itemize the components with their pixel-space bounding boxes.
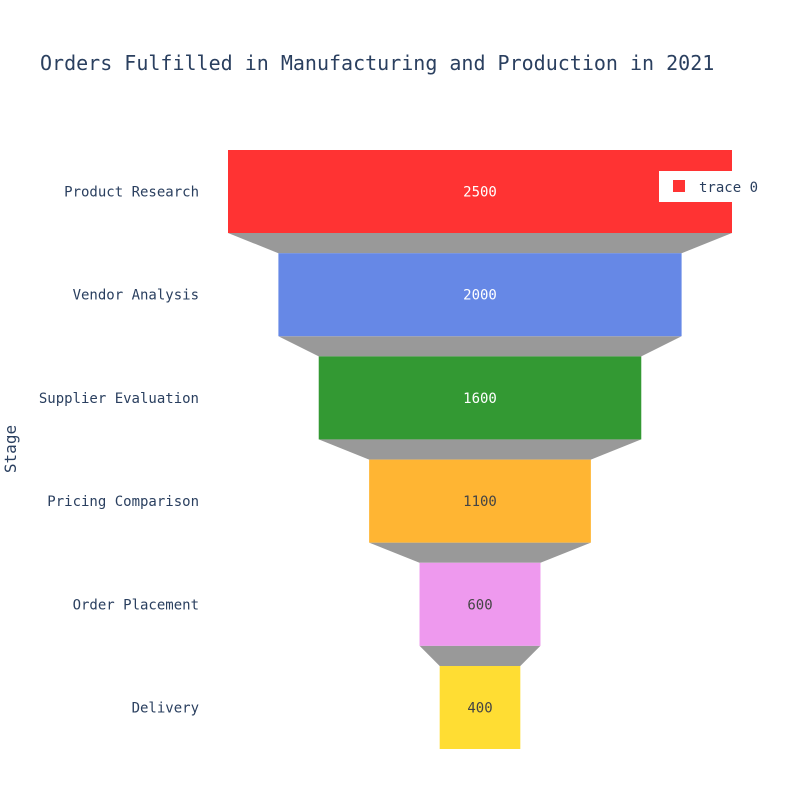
legend-swatch [673,180,685,192]
funnel-connectors [228,233,732,666]
funnel-bar-6[interactable] [439,666,521,749]
funnel-bar-1[interactable] [228,150,732,233]
value-label: 400 [467,701,492,717]
y-axis-label: Stage [1,425,20,473]
category-label: Order Placement [73,597,199,613]
value-labels: 2500 2000 1600 1100 600 400 [463,185,497,717]
funnel-connector-2 [278,336,682,357]
funnel-bar-4[interactable] [369,459,591,543]
category-labels: Product Research Vendor Analysis Supplier … [39,185,199,717]
funnel-bar-3[interactable] [318,356,642,440]
value-label: 2000 [463,288,497,304]
category-label: Pricing Comparison [47,494,199,510]
category-label: Vendor Analysis [73,288,199,304]
category-label: Product Research [64,185,199,201]
legend-item-trace-0[interactable]: trace 0 [699,180,758,196]
funnel-bars [228,150,732,749]
category-label: Delivery [132,701,199,717]
funnel-connector-1 [228,233,732,254]
category-label: Supplier Evaluation [39,391,199,407]
legend[interactable]: trace 0 [659,171,769,202]
funnel-connector-5 [419,645,541,666]
funnel-connector-3 [318,439,642,460]
value-label: 1100 [463,494,497,510]
funnel-connector-4 [369,542,591,563]
funnel-bar-5[interactable] [419,562,541,646]
value-label: 2500 [463,185,497,201]
value-label: 1600 [463,391,497,407]
funnel-bar-2[interactable] [278,253,682,337]
chart-title: Orders Fulfilled in Manufacturing and Pr… [40,51,714,75]
value-label: 600 [467,597,492,613]
